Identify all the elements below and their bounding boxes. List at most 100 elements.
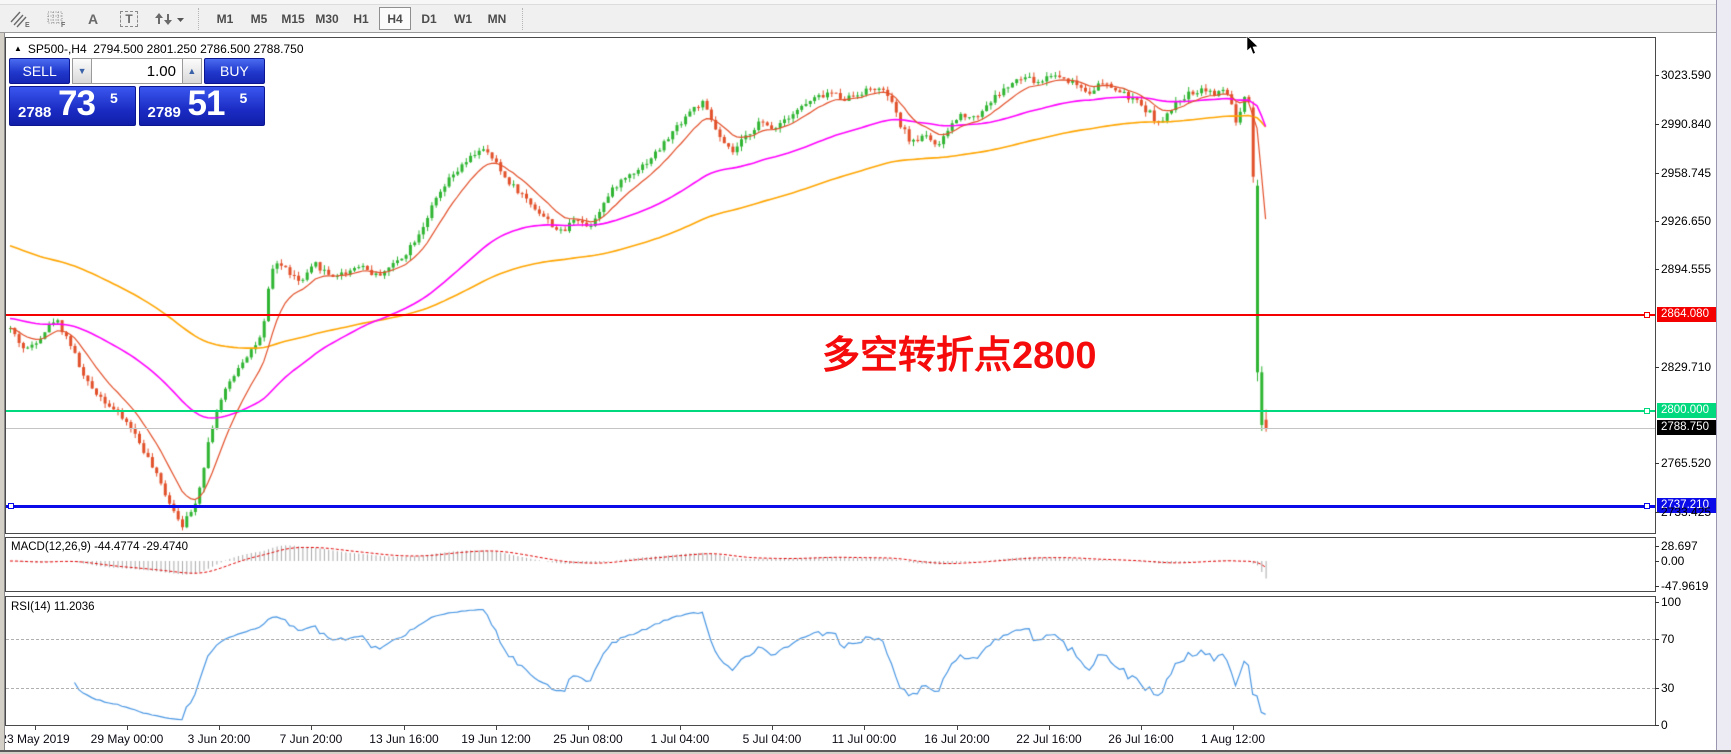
current-price-tag: 2788.750 — [1657, 420, 1725, 435]
bid-points: 73 — [58, 84, 96, 123]
time-axis-tick — [219, 726, 220, 730]
time-axis-label: 1 Jul 04:00 — [650, 732, 710, 746]
rsi-level-70-line — [6, 639, 1655, 640]
axis-tick-dash — [1655, 269, 1659, 270]
time-axis-label: 13 Jun 16:00 — [369, 732, 439, 746]
volume-increase-button[interactable]: ▲ — [182, 58, 202, 84]
axis-tick-dash — [1655, 75, 1659, 76]
axis-tick-dash — [1655, 124, 1659, 125]
time-axis-label: 25 Jun 08:00 — [553, 732, 623, 746]
timeframe-button-m1[interactable]: M1 — [216, 11, 234, 26]
rsi-label: RSI(14) 11.2036 — [11, 601, 95, 613]
time-axis-label: 23 May 2019 — [0, 732, 70, 746]
equidistant-lines-e-icon[interactable]: E — [6, 8, 36, 30]
axis-tick-dash — [1655, 602, 1659, 603]
macd-label: MACD(12,26,9) -44.4774 -29.4740 — [11, 541, 189, 553]
axis-tick-dash — [1655, 463, 1659, 464]
arrows-tool-icon[interactable] — [150, 8, 190, 30]
time-axis-tick — [311, 726, 312, 730]
axis-tick-dash — [1655, 725, 1659, 726]
axis-tick-dash — [1655, 639, 1659, 640]
timeframe-button-w1[interactable]: W1 — [454, 11, 472, 26]
time-axis-label: 1 Aug 12:00 — [1200, 732, 1266, 746]
time-axis-tick — [772, 726, 773, 730]
dropdown-caret — [177, 17, 184, 22]
time-axis-tick — [864, 726, 865, 730]
timeframe-button-d1[interactable]: D1 — [421, 11, 437, 26]
rsi-level-30-line — [6, 688, 1655, 689]
timeframe-button-m15[interactable]: M15 — [281, 11, 305, 26]
timeframe-button-h1[interactable]: H1 — [353, 11, 369, 26]
chart-canvas[interactable] — [6, 38, 1655, 725]
axis-tick-label: 2765.520 — [1661, 456, 1712, 470]
time-axis-tick — [496, 726, 497, 730]
axis-tick-dash — [1655, 688, 1659, 689]
axis-tick-label: 30 — [1661, 681, 1675, 695]
chart-annotation-text[interactable]: 多空转折点2800 — [822, 335, 1097, 377]
resistance-line[interactable] — [6, 314, 1655, 316]
ask-points: 51 — [187, 84, 226, 123]
ask-quote[interactable]: 2789 51 5 — [138, 84, 265, 126]
volume-input[interactable] — [92, 58, 182, 84]
symbol-name: SP500-,H4 — [27, 42, 87, 56]
mouse-cursor — [1246, 35, 1260, 61]
resistance-price-tag: 2864.080 — [1657, 307, 1725, 322]
bid-quote[interactable]: 2788 73 5 — [9, 84, 136, 126]
time-axis-label: 22 Jul 16:00 — [1016, 732, 1082, 746]
toolbar-separator — [522, 7, 524, 30]
time-axis-label: 29 May 00:00 — [90, 732, 164, 746]
text-box-icon[interactable]: T — [114, 8, 144, 30]
svg-text:E: E — [25, 22, 30, 29]
axis-tick-label: -47.9619 — [1661, 579, 1709, 593]
ask-big-figure: 2789 — [147, 104, 181, 121]
timeframe-button-mn[interactable]: MN — [487, 11, 507, 26]
pivot-2800-line-handle[interactable] — [1644, 408, 1650, 414]
axis-tick-label: 0.00 — [1661, 554, 1685, 568]
symbol-header: ▲ SP500-,H4 2794.500 2801.250 2786.500 27… — [14, 42, 304, 56]
timeframe-button-m30[interactable]: M30 — [315, 11, 339, 26]
time-axis-tick — [680, 726, 681, 730]
bid-big-figure: 2788 — [18, 104, 52, 121]
time-axis-label: 19 Jun 12:00 — [461, 732, 531, 746]
right-scroll-strip[interactable] — [1716, 0, 1731, 754]
volume-decrease-button[interactable]: ▼ — [72, 58, 92, 84]
time-axis-label: 3 Jun 20:00 — [187, 732, 251, 746]
time-axis-label: 16 Jul 20:00 — [924, 732, 990, 746]
axis-tick-dash — [1655, 586, 1659, 587]
axis-tick-label: 2926.650 — [1661, 214, 1712, 228]
axis-tick-label: 28.697 — [1661, 539, 1698, 553]
support-line-handle[interactable] — [8, 503, 14, 509]
support-line-handle[interactable] — [1644, 503, 1650, 509]
time-axis-tick — [1049, 726, 1050, 730]
pivot-2800-line[interactable] — [6, 410, 1655, 412]
axis-tick-dash — [1655, 173, 1659, 174]
current-price-line[interactable] — [6, 428, 1655, 429]
ask-pip-sup: 5 — [239, 90, 248, 106]
pivot-2800-price-tag: 2800.000 — [1657, 403, 1725, 418]
axis-tick-label: 2733.425 — [1661, 505, 1712, 519]
time-axis-tick — [35, 726, 36, 730]
time-axis-tick — [127, 726, 128, 730]
time-axis-label: 11 Jul 00:00 — [831, 732, 897, 746]
axis-tick-label: 0 — [1661, 718, 1668, 732]
axis-tick-label: 2894.555 — [1661, 262, 1712, 276]
timeframe-button-h4[interactable]: H4 — [379, 7, 411, 30]
text-label-icon[interactable]: A — [87, 10, 99, 27]
time-axis-tick — [404, 726, 405, 730]
axis-tick-label: 2990.840 — [1661, 117, 1712, 131]
axis-tick-label: 70 — [1661, 632, 1675, 646]
buy-button[interactable]: BUY — [203, 58, 265, 84]
resistance-line-handle[interactable] — [1644, 312, 1650, 318]
time-axis-tick — [957, 726, 958, 730]
fibonacci-grid-f-icon[interactable]: F — [42, 8, 72, 30]
time-axis: 23 May 2019 29 May 00:00 3 Jun 20:00 7 Jun … — [0, 726, 1656, 750]
support-price-tag: 2737.210 — [1657, 498, 1725, 513]
one-click-trade-panel: SELL ▼ ▲ BUY 2788 73 5 2789 51 5 — [9, 58, 265, 126]
axis-tick-label: 2829.710 — [1661, 360, 1712, 374]
timeframe-button-m5[interactable]: M5 — [250, 11, 268, 26]
support-line[interactable] — [6, 505, 1655, 508]
axis-tick-dash — [1655, 221, 1659, 222]
bid-pip-sup: 5 — [110, 90, 118, 106]
collapse-arrow-icon[interactable]: ▲ — [14, 44, 22, 53]
sell-button[interactable]: SELL — [9, 58, 71, 84]
